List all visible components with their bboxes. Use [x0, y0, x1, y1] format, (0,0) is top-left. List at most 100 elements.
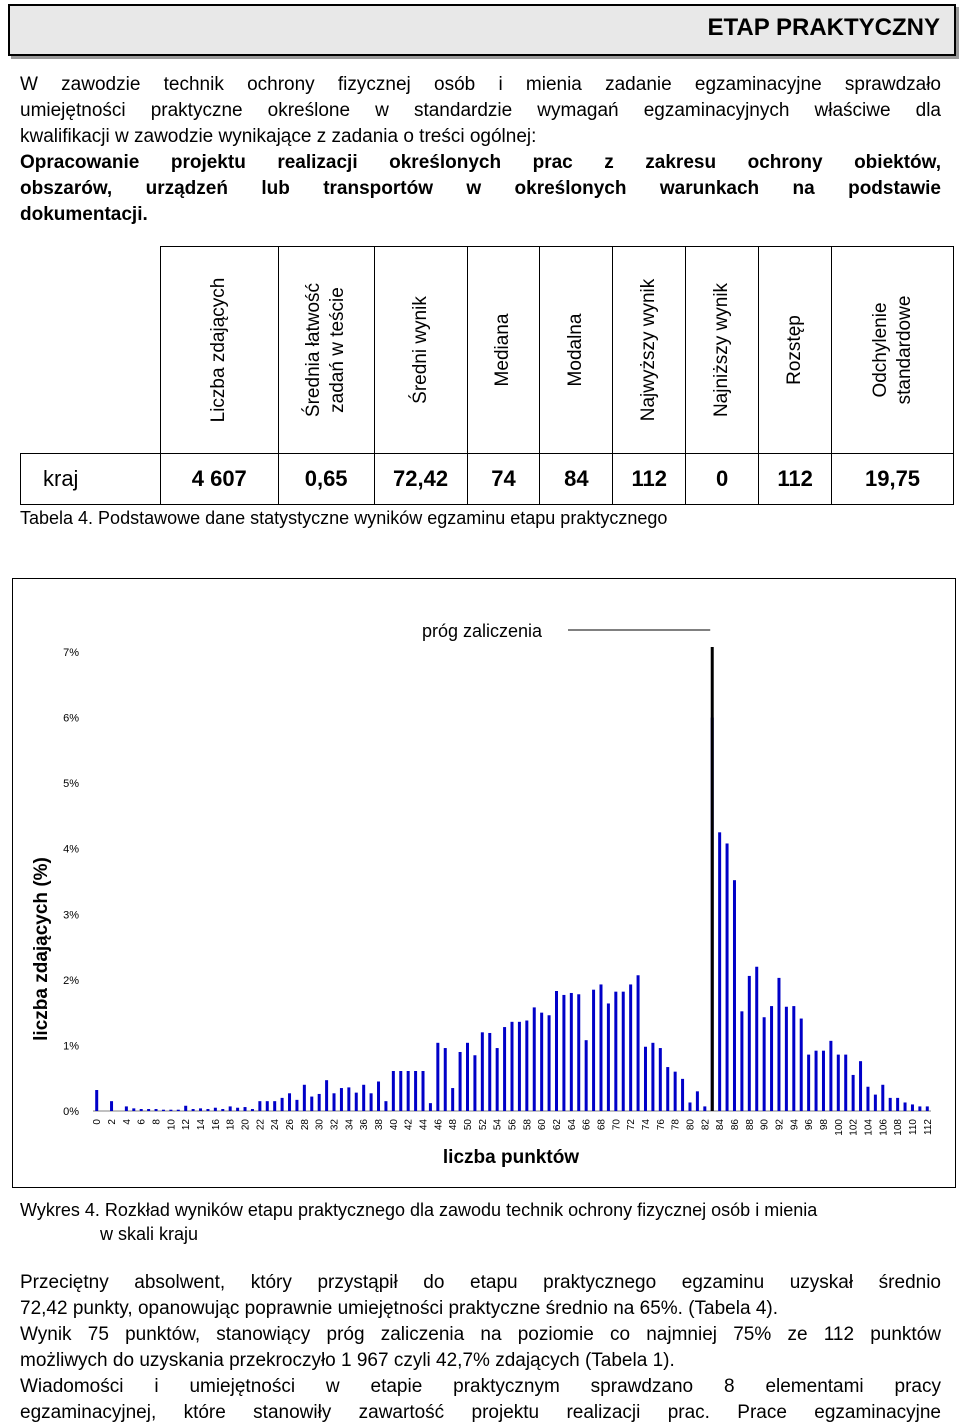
histogram-bar: [903, 1102, 907, 1111]
x-tick-label: 48: [448, 1119, 459, 1131]
x-tick-label: 52: [478, 1119, 489, 1131]
histogram-bar: [347, 1087, 351, 1111]
x-tick-label: 74: [641, 1119, 652, 1131]
x-tick-label: 20: [241, 1119, 252, 1131]
histogram-bar: [569, 992, 573, 1111]
x-tick-label: 40: [389, 1119, 400, 1131]
histogram-bar: [688, 1102, 692, 1111]
histogram-bar: [317, 1093, 321, 1111]
histogram-bar: [436, 1042, 440, 1111]
histogram-bar: [391, 1071, 395, 1111]
histogram-bar: [503, 1027, 507, 1111]
x-tick-label: 4: [122, 1119, 133, 1125]
histogram-bar: [621, 991, 625, 1111]
histogram-bar: [666, 1067, 670, 1111]
stats-data-row: kraj 4 607 0,65 72,42 74 84 112 0 112 19…: [20, 453, 954, 505]
histogram-bar: [821, 1050, 825, 1111]
x-tick-label: 12: [181, 1119, 192, 1131]
histogram-bar: [221, 1109, 225, 1111]
histogram-bar: [658, 1048, 662, 1111]
intro-line: kwalifikacji w zawodzie wynikające z zad…: [20, 126, 537, 147]
y-tick-label: 4%: [63, 844, 79, 856]
x-tick-label: 110: [908, 1119, 919, 1135]
header-sredni: Średni wynik: [409, 296, 431, 404]
histogram-bar: [643, 1046, 647, 1111]
histogram-bar: [614, 991, 618, 1111]
x-tick-label: 94: [789, 1119, 800, 1131]
y-tick-label: 2%: [63, 975, 79, 987]
summary-line: Wiadomości i umiejętności w etapie prakt…: [20, 1376, 941, 1397]
x-tick-label: 6: [137, 1119, 148, 1125]
chart-plot-area: 0%1%2%3%4%5%6%7%0 2 4 6 8 10 12 14 16 18 20 22 24 26 2…: [63, 629, 934, 1136]
histogram-bar: [369, 1093, 373, 1111]
x-tick-label: 26: [285, 1119, 296, 1131]
histogram-bar: [414, 1071, 418, 1111]
x-tick-label: 66: [582, 1119, 593, 1131]
histogram-bar: [732, 880, 736, 1111]
x-tick-label: 46: [433, 1119, 444, 1131]
histogram-bar: [725, 843, 729, 1111]
x-tick-label: 18: [226, 1119, 237, 1131]
y-tick-label: 5%: [63, 778, 79, 790]
summary-line: Przeciętny absolwent, który przystąpił d…: [20, 1272, 941, 1293]
histogram-bar: [673, 1071, 677, 1111]
x-tick-label: 50: [463, 1119, 474, 1131]
x-tick-label: 38: [374, 1119, 385, 1131]
x-tick-label: 42: [404, 1119, 415, 1131]
histogram-bar: [421, 1071, 425, 1111]
histogram-bar: [554, 991, 558, 1111]
histogram-bar: [770, 1006, 774, 1111]
x-tick-label: 30: [315, 1119, 326, 1131]
header-odchylenie-line1: Odchylenie: [869, 302, 891, 398]
histogram-bar: [191, 1109, 195, 1111]
x-tick-label: 68: [596, 1119, 607, 1131]
histogram-bar: [606, 1003, 610, 1111]
x-tick-label: 8: [152, 1119, 163, 1125]
value-mediana: 74: [466, 453, 541, 505]
histogram-bar: [799, 1018, 803, 1111]
histogram-bar: [406, 1071, 410, 1111]
summary-line: 72,42 punkty, opanowując poprawnie umiej…: [20, 1298, 778, 1319]
histogram-bar: [132, 1108, 136, 1111]
x-tick-label: 86: [730, 1119, 741, 1131]
x-tick-label: 62: [552, 1119, 563, 1131]
summary-line: egzaminacyjnej, które stanowiły zawartoś…: [20, 1402, 941, 1423]
histogram-bar: [466, 1042, 470, 1111]
x-tick-label: 90: [760, 1119, 771, 1131]
table-caption: Tabela 4. Podstawowe dane statystyczne w…: [20, 508, 668, 528]
histogram-bar: [777, 977, 781, 1111]
x-tick-label: 14: [196, 1119, 207, 1131]
header-modalna: Modalna: [565, 313, 587, 387]
histogram-bar: [517, 1021, 521, 1111]
histogram-bar: [918, 1106, 922, 1111]
histogram-bar: [718, 832, 722, 1111]
x-tick-label: 58: [522, 1119, 533, 1131]
histogram-bar: [480, 1032, 484, 1111]
histogram-bar: [310, 1096, 314, 1111]
histogram-bar: [629, 984, 633, 1111]
histogram-bar: [325, 1080, 329, 1111]
histogram-bar: [302, 1084, 306, 1111]
histogram-bar: [740, 1011, 744, 1111]
header-cell: Odchylenie standardowe: [831, 246, 954, 454]
histogram-bar: [525, 1020, 529, 1111]
x-tick-label: 60: [537, 1119, 548, 1131]
y-axis-label: liczba zdających (%): [31, 857, 52, 1041]
histogram-bar: [755, 966, 759, 1111]
histogram-bar: [228, 1106, 232, 1111]
x-tick-label: 96: [804, 1119, 815, 1131]
header-cell: Liczba zdających: [159, 246, 279, 454]
histogram-bar: [250, 1109, 254, 1111]
y-tick-label: 1%: [63, 1040, 79, 1052]
histogram-bar: [443, 1048, 447, 1111]
chart-caption: Wykres 4. Rozkład wyników etapu praktycz…: [20, 1198, 817, 1246]
histogram-bar: [784, 1006, 788, 1111]
histogram-bar: [592, 989, 596, 1111]
histogram-bar: [428, 1103, 432, 1111]
x-tick-label: 70: [611, 1119, 622, 1131]
x-tick-label: 44: [419, 1119, 430, 1131]
header-liczba: Liczba zdających: [208, 277, 230, 423]
chart-frame: liczba zdających (%) liczba punktów próg…: [12, 578, 956, 1188]
section-title: ETAP PRAKTYCZNY: [707, 14, 940, 41]
y-tick-label: 6%: [63, 713, 79, 725]
